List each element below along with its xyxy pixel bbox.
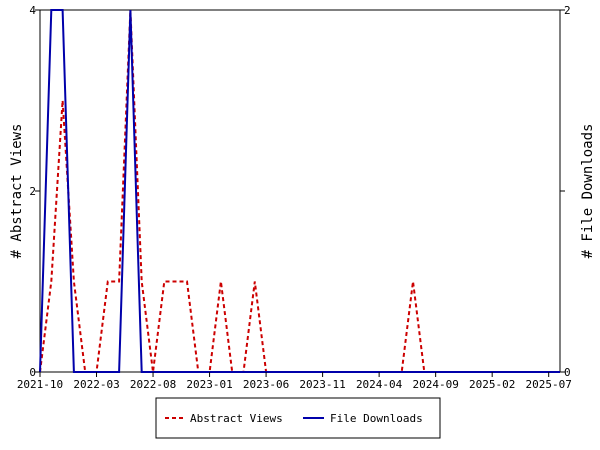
right-axis-title: # File Downloads [580,124,596,259]
x-tick-label: 2023-11 [299,378,345,391]
legend-label-abstract-views: Abstract Views [190,412,283,425]
right-y-tick-label: 2 [564,4,571,17]
series-line-file-downloads [39,9,560,373]
series-line-abstract-views [39,9,560,373]
x-axis: 2021-10 2022-03 2022-08 2023-01 2023-06 2023-… [17,372,572,391]
x-tick-label: 2021-10 [17,378,63,391]
left-axis-title: # Abstract Views [9,124,25,259]
x-tick-label: 2022-03 [73,378,119,391]
left-y-tick-label: 4 [29,4,36,17]
x-tick-label: 2023-06 [243,378,289,391]
legend-box [155,397,441,439]
series-layer [39,9,560,373]
left-y-tick-label: 0 [29,366,36,379]
left-y-tick-label: 2 [29,185,36,198]
legend-label-file-downloads: File Downloads [330,412,423,425]
left-y-axis: 0 2 4 [29,4,40,379]
x-tick-label: 2025-07 [526,378,572,391]
x-tick-label: 2024-04 [356,378,403,391]
legend: Abstract Views File Downloads [155,397,441,439]
x-tick-label: 2025-02 [469,378,515,391]
right-y-tick-label: 0 [564,366,571,379]
x-tick-label: 2024-09 [412,378,458,391]
plot-area [39,9,561,373]
x-tick-label: 2023-01 [186,378,232,391]
right-y-axis: 02 [560,4,571,379]
x-tick-label: 2022-08 [130,378,176,391]
plot-border [39,9,561,373]
